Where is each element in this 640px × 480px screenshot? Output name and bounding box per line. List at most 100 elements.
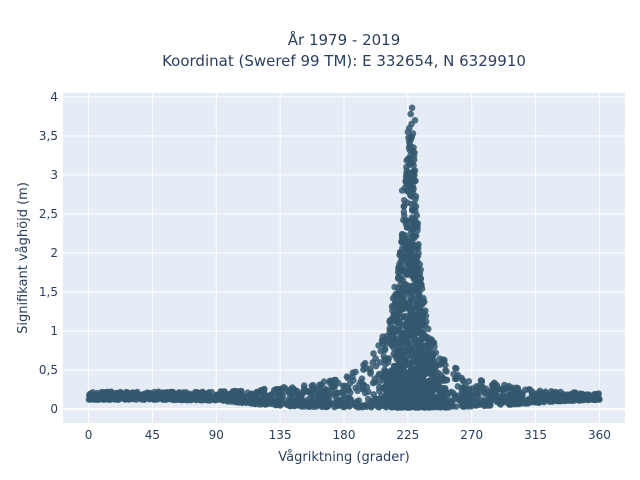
data-point — [410, 144, 417, 151]
data-point — [408, 403, 416, 411]
data-point — [402, 177, 409, 185]
data-point — [426, 385, 434, 392]
data-point — [305, 403, 312, 410]
y-axis-label: Signifikant våghöjd (m) — [16, 182, 31, 334]
data-point — [418, 353, 426, 360]
x-axis-ticks: 0 45 90 135 180 225 270 315 360 — [85, 428, 611, 442]
data-point — [396, 375, 403, 383]
data-point — [452, 375, 460, 383]
data-point — [326, 377, 334, 385]
data-point — [384, 378, 391, 385]
data-point — [96, 395, 104, 403]
data-point — [402, 217, 409, 225]
y-tick-label: 1 — [50, 324, 58, 338]
data-point — [391, 283, 398, 291]
data-point — [314, 393, 321, 401]
data-point — [406, 297, 414, 304]
data-point — [411, 200, 418, 208]
data-point — [409, 221, 416, 229]
data-point — [407, 136, 415, 144]
data-point — [404, 238, 411, 246]
data-point — [359, 402, 367, 410]
data-point — [382, 371, 390, 378]
data-point — [452, 364, 459, 372]
data-point — [427, 392, 435, 400]
data-point — [397, 275, 405, 282]
data-point — [412, 193, 420, 200]
data-point — [410, 167, 418, 175]
data-point — [458, 384, 466, 392]
data-point — [404, 128, 412, 136]
data-point — [355, 397, 363, 404]
data-point — [394, 319, 402, 327]
data-point — [407, 377, 415, 384]
data-point — [211, 396, 219, 404]
data-point — [413, 264, 421, 272]
data-point — [503, 384, 511, 391]
data-point — [436, 355, 443, 363]
data-point — [423, 379, 431, 386]
data-point — [340, 403, 347, 411]
data-point — [396, 333, 404, 340]
data-point — [591, 395, 599, 403]
data-point — [404, 390, 412, 398]
data-point — [441, 403, 449, 411]
data-point — [424, 365, 432, 373]
data-point — [324, 393, 331, 401]
data-point — [196, 396, 203, 403]
data-point — [415, 241, 422, 248]
data-point — [408, 104, 416, 112]
data-point — [332, 394, 340, 401]
data-point — [409, 130, 417, 137]
data-point — [299, 399, 307, 406]
data-point — [420, 360, 428, 367]
data-point — [224, 398, 232, 405]
chart-title-line2: Koordinat (Sweref 99 TM): E 332654, N 63… — [162, 52, 526, 70]
y-tick-label: 3,5 — [39, 129, 58, 143]
data-point — [378, 392, 385, 399]
data-point — [473, 390, 481, 398]
data-point — [405, 155, 413, 162]
data-point — [399, 340, 407, 347]
data-point — [410, 395, 418, 403]
data-point — [398, 234, 406, 241]
data-point — [461, 391, 469, 399]
data-point — [322, 387, 330, 394]
data-point — [404, 353, 411, 361]
data-point — [258, 387, 266, 394]
data-point — [374, 403, 382, 411]
data-point — [204, 394, 212, 402]
data-point — [541, 389, 549, 397]
data-point — [94, 389, 101, 397]
data-point — [481, 390, 489, 398]
data-point — [410, 205, 418, 213]
data-point — [375, 370, 383, 378]
data-point — [385, 392, 392, 400]
data-point — [552, 390, 559, 397]
data-point — [361, 359, 369, 367]
data-point — [416, 295, 424, 302]
data-point — [408, 243, 416, 251]
data-point — [118, 390, 125, 397]
data-point — [403, 187, 411, 194]
data-point — [366, 401, 374, 409]
data-point — [218, 392, 226, 399]
y-tick-label: 0,5 — [39, 363, 58, 377]
data-point — [396, 303, 403, 311]
data-point — [266, 396, 273, 404]
data-point — [390, 333, 398, 341]
data-point — [478, 378, 486, 386]
y-tick-label: 0 — [50, 402, 58, 416]
data-point — [399, 244, 406, 252]
x-tick-label: 225 — [396, 428, 419, 442]
data-point — [412, 327, 420, 335]
data-point — [419, 369, 426, 376]
data-point — [143, 394, 150, 402]
data-point — [255, 395, 262, 402]
data-point — [440, 389, 447, 396]
data-point — [346, 402, 353, 410]
data-point — [403, 163, 410, 171]
data-point — [418, 282, 425, 289]
data-point — [428, 337, 436, 345]
data-point — [525, 386, 532, 393]
